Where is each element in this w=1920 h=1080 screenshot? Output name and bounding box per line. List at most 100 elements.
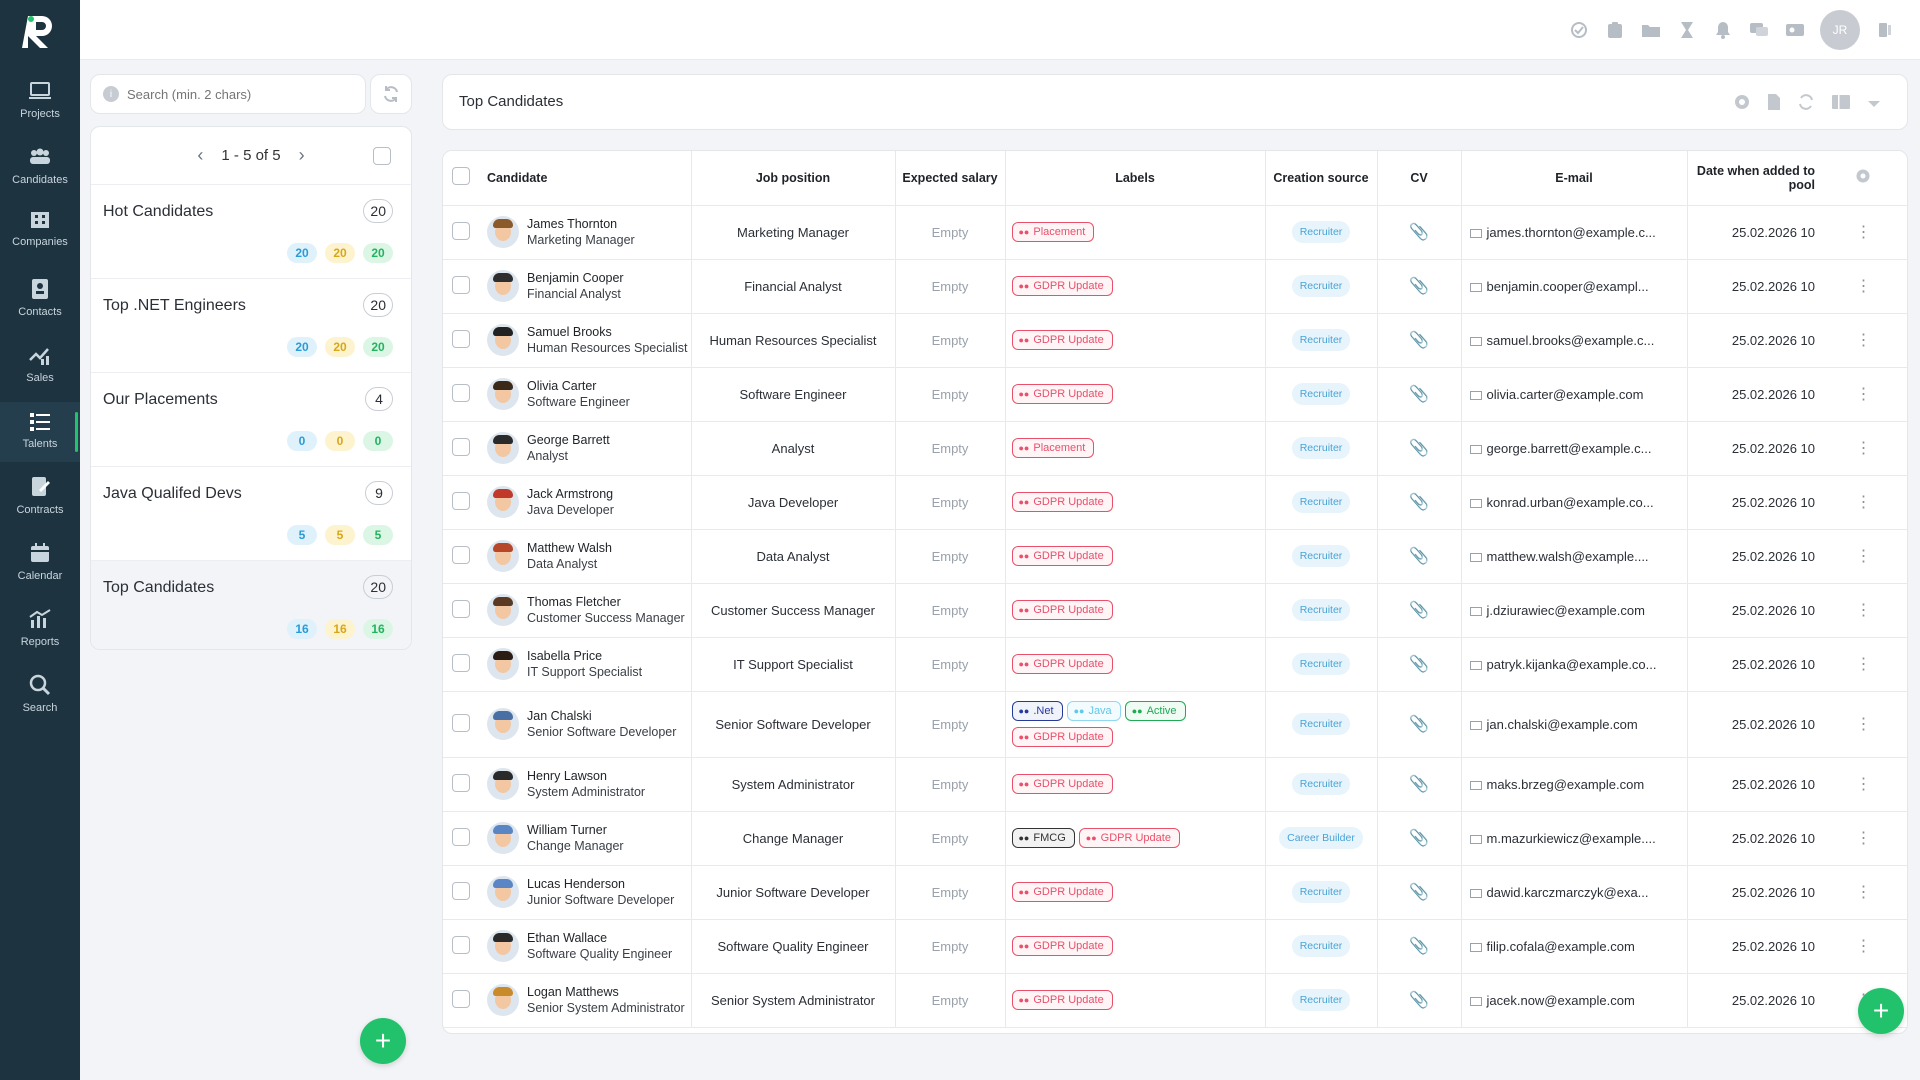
col-email[interactable]: E-mail — [1461, 151, 1688, 206]
row-checkbox[interactable] — [452, 275, 470, 294]
label-tag[interactable]: ●● GDPR Update — [1011, 546, 1113, 566]
chat-icon[interactable] — [1748, 19, 1770, 41]
col-creation-source[interactable]: Creation source — [1265, 151, 1378, 206]
email-link[interactable]: jacek.now@example.com — [1486, 992, 1635, 1008]
table-row[interactable]: Samuel Brooks Human Resources Specialist H… — [443, 313, 1907, 368]
label-tag[interactable]: ●● GDPR Update — [1011, 384, 1113, 404]
more-options-icon[interactable]: ⋮ — [1855, 548, 1872, 565]
label-tag[interactable]: ●● Java — [1066, 701, 1121, 721]
table-row[interactable]: Thomas Fletcher Customer Success Manager C… — [443, 583, 1907, 638]
email-link[interactable]: j.dziurawiec@example.com — [1486, 602, 1645, 618]
candidate-name[interactable]: Samuel Brooks — [527, 325, 612, 339]
status-icon[interactable] — [1568, 19, 1590, 41]
nav-item-contacts[interactable]: Contacts — [0, 270, 80, 330]
col-labels[interactable]: Labels — [1005, 151, 1266, 206]
label-tag[interactable]: ●● Active — [1124, 701, 1186, 721]
label-tag[interactable]: ●● GDPR Update — [1011, 774, 1113, 794]
table-row[interactable]: Ethan Wallace Software Quality Engineer So… — [443, 919, 1907, 974]
paperclip-icon[interactable]: 📎 — [1409, 830, 1429, 847]
col-expected-salary[interactable]: Expected salary — [895, 151, 1006, 206]
row-checkbox[interactable] — [452, 653, 470, 672]
add-candidate-button[interactable]: + — [1858, 988, 1904, 1034]
email-link[interactable]: konrad.urban@example.co... — [1486, 494, 1654, 510]
paperclip-icon[interactable]: 📎 — [1409, 602, 1429, 619]
more-options-icon[interactable]: ⋮ — [1855, 332, 1872, 349]
candidate-name[interactable]: George Barrett — [527, 433, 610, 447]
id-card-icon[interactable] — [1784, 19, 1806, 41]
pool-item[interactable]: Top Candidates 20 16 16 16 — [91, 561, 411, 649]
candidate-name[interactable]: Olivia Carter — [527, 379, 597, 393]
table-row[interactable]: Henry Lawson System Administrator System A… — [443, 757, 1907, 812]
email-link[interactable]: george.barrett@example.c... — [1486, 440, 1652, 456]
candidate-name[interactable]: Logan Matthews — [527, 985, 619, 999]
candidate-name[interactable]: James Thornton — [527, 217, 618, 231]
pool-item[interactable]: Hot Candidates 20 20 20 20 — [91, 185, 411, 279]
more-options-icon[interactable]: ⋮ — [1855, 830, 1872, 847]
paperclip-icon[interactable]: 📎 — [1409, 224, 1429, 241]
hourglass-icon[interactable] — [1676, 19, 1698, 41]
email-link[interactable]: samuel.brooks@example.c... — [1486, 332, 1655, 348]
more-options-icon[interactable]: ⋮ — [1855, 602, 1872, 619]
app-logo[interactable] — [20, 12, 60, 52]
more-options-icon[interactable]: ⋮ — [1855, 278, 1872, 295]
paperclip-icon[interactable]: 📎 — [1409, 278, 1429, 295]
candidate-name[interactable]: William Turner — [527, 823, 607, 837]
sync-icon[interactable] — [1797, 93, 1815, 116]
row-checkbox[interactable] — [452, 437, 470, 456]
nav-item-calendar[interactable]: Calendar — [0, 534, 80, 594]
chevron-down-icon[interactable] — [1867, 96, 1881, 114]
candidate-name[interactable]: Jan Chalski — [527, 709, 592, 723]
label-tag[interactable]: ●● Placement — [1011, 222, 1095, 242]
pool-item[interactable]: Top .NET Engineers 20 20 20 20 — [91, 279, 411, 373]
more-options-icon[interactable]: ⋮ — [1855, 656, 1872, 673]
more-options-icon[interactable]: ⋮ — [1855, 386, 1872, 403]
select-all-checkbox[interactable] — [452, 167, 470, 186]
table-row[interactable]: Logan Matthews Senior System Administrato… — [443, 973, 1907, 1028]
row-checkbox[interactable] — [452, 713, 470, 732]
paperclip-icon[interactable]: 📎 — [1409, 884, 1429, 901]
nav-item-companies[interactable]: Companies — [0, 200, 80, 260]
columns-icon[interactable] — [1831, 94, 1851, 115]
table-row[interactable]: Isabella Price IT Support Specialist IT Su… — [443, 637, 1907, 692]
nav-item-candidates[interactable]: Candidates — [0, 138, 80, 198]
paperclip-icon[interactable]: 📎 — [1409, 716, 1429, 733]
settings-gear-icon[interactable] — [1733, 93, 1751, 116]
email-link[interactable]: patryk.kijanka@example.co... — [1486, 656, 1657, 672]
chevron-left-icon[interactable]: ‹ — [197, 145, 204, 165]
row-checkbox[interactable] — [452, 827, 470, 846]
email-link[interactable]: dawid.karczmarczyk@exa... — [1486, 884, 1649, 900]
more-options-icon[interactable]: ⋮ — [1855, 224, 1872, 241]
user-avatar[interactable]: JR — [1820, 10, 1860, 50]
label-tag[interactable]: ●● GDPR Update — [1011, 936, 1113, 956]
more-options-icon[interactable]: ⋮ — [1855, 494, 1872, 511]
paperclip-icon[interactable]: 📎 — [1409, 938, 1429, 955]
nav-item-talents[interactable]: Talents — [0, 402, 80, 462]
col-job-position[interactable]: Job position — [691, 151, 896, 206]
table-row[interactable]: Matthew Walsh Data Analyst Data Analyst Emp… — [443, 529, 1907, 584]
row-checkbox[interactable] — [452, 599, 470, 618]
more-options-icon[interactable]: ⋮ — [1855, 776, 1872, 793]
col-cv[interactable]: CV — [1377, 151, 1462, 206]
email-link[interactable]: m.mazurkiewicz@example.... — [1486, 830, 1656, 846]
candidate-name[interactable]: Jack Armstrong — [527, 487, 614, 501]
row-checkbox[interactable] — [452, 221, 470, 240]
row-checkbox[interactable] — [452, 935, 470, 954]
email-link[interactable]: maks.brzeg@example.com — [1486, 776, 1645, 792]
label-tag[interactable]: ●● Placement — [1011, 438, 1095, 458]
label-tag[interactable]: ●● GDPR Update — [1011, 727, 1113, 747]
email-link[interactable]: olivia.carter@example.com — [1486, 386, 1644, 402]
pool-item[interactable]: Our Placements 4 0 0 0 — [91, 373, 411, 467]
label-tag[interactable]: ●● .Net — [1011, 701, 1063, 721]
label-tag[interactable]: ●● GDPR Update — [1011, 492, 1113, 512]
pool-search-input[interactable] — [127, 86, 357, 102]
logout-icon[interactable] — [1874, 19, 1896, 41]
candidate-name[interactable]: Benjamin Cooper — [527, 271, 624, 285]
paperclip-icon[interactable]: 📎 — [1409, 332, 1429, 349]
paperclip-icon[interactable]: 📎 — [1409, 494, 1429, 511]
email-link[interactable]: benjamin.cooper@exampl... — [1486, 278, 1649, 294]
chevron-right-icon[interactable]: › — [298, 145, 305, 165]
select-all-pools-checkbox[interactable] — [373, 147, 391, 165]
candidate-name[interactable]: Ethan Wallace — [527, 931, 608, 945]
label-tag[interactable]: ●● FMCG — [1011, 828, 1075, 848]
email-link[interactable]: james.thornton@example.c... — [1486, 224, 1656, 240]
